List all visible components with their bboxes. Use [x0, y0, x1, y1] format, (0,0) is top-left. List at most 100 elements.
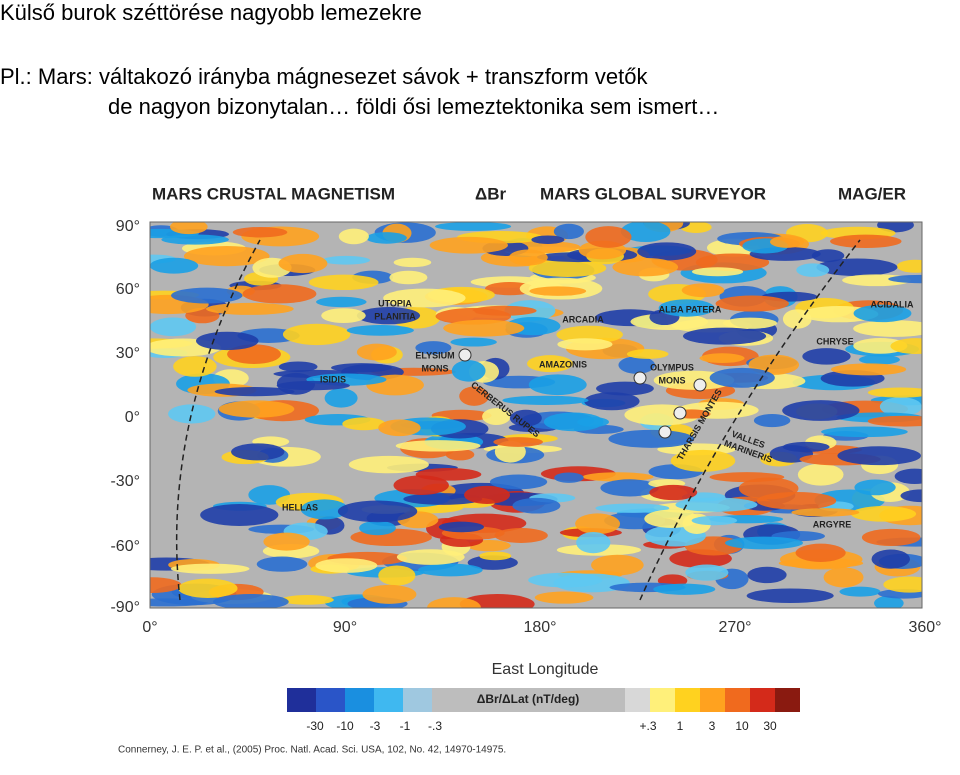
place-label: CHRYSE — [816, 336, 853, 346]
map-patch — [393, 257, 432, 268]
colorbar-swatch — [725, 688, 750, 712]
colorbar-label: -.3 — [428, 719, 442, 733]
colorbar-swatch — [750, 688, 775, 712]
map-patch — [464, 485, 511, 504]
lon-label: 0° — [142, 619, 157, 636]
map-patch — [618, 356, 656, 374]
colorbar-label: 30 — [763, 719, 777, 733]
colorbar-swatch — [316, 688, 345, 712]
map-patch — [435, 222, 512, 231]
map-patch — [282, 323, 351, 346]
colorbar-swatch — [403, 688, 432, 712]
map-patch — [575, 513, 621, 535]
map-patch — [867, 415, 922, 427]
map-patch — [178, 578, 238, 598]
map-patch — [438, 521, 485, 533]
map-patch — [512, 497, 561, 514]
map-patch — [746, 588, 834, 604]
map-patch — [675, 497, 758, 512]
map-patch — [324, 388, 358, 408]
map-patch — [509, 409, 542, 427]
map-patch — [715, 295, 789, 312]
map-patch — [403, 493, 483, 505]
map-patch — [321, 308, 366, 324]
map-patch — [348, 455, 429, 474]
map-patch — [653, 583, 716, 595]
map-patch — [725, 536, 803, 550]
place-label: PLANITIA — [374, 311, 416, 321]
map-patch — [322, 255, 370, 265]
map-patch — [534, 591, 594, 604]
map-patch — [823, 567, 864, 588]
map-patch — [395, 440, 481, 452]
map-patch — [791, 508, 860, 517]
map-patch — [278, 361, 318, 372]
map-patch — [888, 274, 922, 284]
map-patch — [396, 549, 465, 565]
place-label: ISIDIS — [320, 374, 346, 384]
colorbar-title: ΔBr/ΔLat (nT/deg) — [477, 692, 580, 706]
map-patch — [150, 257, 199, 274]
map-patch — [300, 499, 349, 520]
map-patch — [479, 551, 512, 561]
colorbar-swatch — [675, 688, 700, 712]
volcano-marker — [458, 348, 472, 362]
place-label: ARCADIA — [562, 314, 604, 324]
map-patch — [811, 249, 845, 263]
lat-label: -60° — [110, 538, 140, 555]
map-patch — [206, 302, 294, 315]
volcano-marker — [633, 371, 647, 385]
map-patch — [691, 267, 744, 277]
map-patch — [709, 367, 775, 388]
map-patch — [637, 242, 697, 261]
map-patch — [591, 554, 644, 576]
map-patch — [894, 468, 922, 485]
colorbar-swatch — [345, 688, 374, 712]
place-label: ARGYRE — [813, 519, 852, 529]
map-patch — [871, 549, 910, 569]
map-patch — [612, 257, 679, 277]
map-patch — [795, 543, 846, 562]
map-patch — [797, 463, 844, 486]
map-patch — [173, 356, 217, 377]
map-patch — [854, 479, 896, 496]
map-patch — [620, 222, 671, 242]
colorbar-swatch — [374, 688, 403, 712]
map-patch — [170, 563, 250, 574]
map-patch — [874, 595, 904, 608]
map-patch — [200, 504, 279, 526]
map-patch — [858, 354, 900, 365]
map-patch — [378, 419, 421, 437]
x-axis-label: East Longitude — [492, 661, 599, 678]
map-patch — [227, 344, 281, 364]
map-patch — [308, 274, 379, 291]
map-patch — [256, 556, 308, 572]
map-patch — [213, 593, 289, 608]
place-label: MONS — [422, 363, 449, 373]
map-patch — [557, 338, 613, 351]
figure-header: MARS CRUSTAL MAGNETISM — [152, 184, 395, 203]
map-patch — [576, 531, 611, 554]
map-patch — [280, 595, 334, 605]
map-patch — [608, 429, 695, 448]
map-patch — [853, 320, 922, 337]
map-patch — [218, 400, 295, 418]
colorbar-label: 3 — [709, 719, 716, 733]
map-patch — [600, 479, 659, 497]
map-patch — [494, 528, 548, 544]
colorbar-label: -10 — [336, 719, 354, 733]
map-patch — [778, 558, 864, 569]
map-patch — [168, 404, 216, 424]
place-label: AMAZONIS — [539, 359, 587, 369]
map-patch — [802, 348, 851, 365]
map-patch — [531, 235, 565, 245]
map-patch — [747, 566, 787, 584]
map-patch — [867, 387, 922, 398]
colorbar-label: -30 — [306, 719, 324, 733]
volcano-marker — [658, 425, 672, 439]
map-patch — [691, 515, 738, 526]
map-patch — [769, 235, 805, 248]
map-patch — [383, 288, 466, 308]
slide-line: Pl.: Mars: váltakozó irányba mágnesezet … — [0, 64, 648, 89]
